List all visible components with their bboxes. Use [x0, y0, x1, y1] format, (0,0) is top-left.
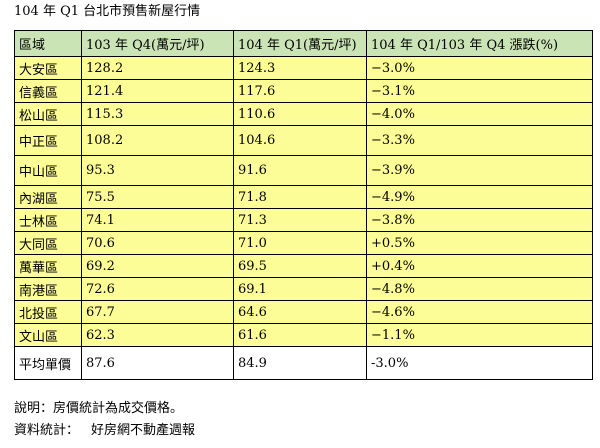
q1-104-cell: 71.0: [233, 231, 367, 255]
change-cell: +0.5%: [366, 231, 593, 255]
q1-104-cell: 124.3: [233, 56, 367, 80]
q1-104-cell: 110.6: [233, 102, 367, 126]
table-header-row: 區域 103 年 Q4(萬元/坪) 104 年 Q1(萬元/坪) 104 年 Q…: [14, 30, 593, 57]
district-cell: 大同區: [14, 231, 82, 255]
note-line: 說明：房價統計為成交價格。: [14, 398, 195, 420]
page-title: 104 年 Q1 台北市預售新屋行情: [14, 4, 201, 19]
change-cell: −3.8%: [366, 208, 593, 232]
header-change: 104 年 Q1/103 年 Q4 漲跌(%): [366, 30, 593, 57]
district-cell: 士林區: [14, 208, 82, 232]
source-line: 資料統計： 好房網不動產週報: [14, 420, 195, 442]
table-row: 松山區 115.3 110.6 −4.0%: [14, 102, 593, 126]
q4-103-cell: 62.3: [81, 323, 234, 347]
change-cell: −4.6%: [366, 300, 593, 324]
note-label: 說明：: [14, 401, 54, 416]
header-q1-104: 104 年 Q1(萬元/坪): [233, 30, 367, 57]
change-cell: −3.3%: [366, 125, 593, 156]
note-text: 房價統計為成交價格。: [53, 401, 184, 416]
district-cell: 內湖區: [14, 185, 82, 209]
district-cell: 萬華區: [14, 254, 82, 278]
q1-104-cell: 69.1: [233, 277, 367, 301]
q4-103-cell: 128.2: [81, 56, 234, 80]
table-row: 中正區 108.2 104.6 −3.3%: [14, 125, 593, 156]
q1-104-cell: 64.6: [233, 300, 367, 324]
q4-103-cell: 69.2: [81, 254, 234, 278]
header-q4-103: 103 年 Q4(萬元/坪): [81, 30, 234, 57]
header-district: 區域: [14, 30, 82, 57]
change-cell: −3.9%: [366, 155, 593, 186]
q1-104-cell: 69.5: [233, 254, 367, 278]
q4-103-cell: 72.6: [81, 277, 234, 301]
q1-104-cell: 91.6: [233, 155, 367, 186]
table-row: 士林區 74.1 71.3 −3.8%: [14, 208, 593, 232]
table-row: 大安區 128.2 124.3 −3.0%: [14, 56, 593, 80]
table-row: 北投區 67.7 64.6 −4.6%: [14, 300, 593, 324]
q1-104-cell: 117.6: [233, 79, 367, 103]
change-cell: +0.4%: [366, 254, 593, 278]
q1-104-cell: 61.6: [233, 323, 367, 347]
source-text: 好房網不動產週報: [91, 423, 196, 438]
change-cell: −4.0%: [366, 102, 593, 126]
q4-103-cell: 74.1: [81, 208, 234, 232]
q1-104-cell: 71.8: [233, 185, 367, 209]
change-cell: −3.0%: [366, 56, 593, 80]
district-cell: 大安區: [14, 56, 82, 80]
q4-103-cell: 115.3: [81, 102, 234, 126]
change-cell: −4.8%: [366, 277, 593, 301]
q4-103-cell: 108.2: [81, 125, 234, 156]
district-cell: 中山區: [14, 155, 82, 186]
district-cell: 信義區: [14, 79, 82, 103]
q4-103-cell: 67.7: [81, 300, 234, 324]
table-row: 文山區 62.3 61.6 −1.1%: [14, 323, 593, 347]
source-label: 資料統計：: [14, 423, 80, 438]
q1-104-cell: 71.3: [233, 208, 367, 232]
table-row: 南港區 72.6 69.1 −4.8%: [14, 277, 593, 301]
average-row: 平均單價 87.6 84.9 -3.0%: [14, 346, 593, 380]
q4-103-cell: 121.4: [81, 79, 234, 103]
price-table: 區域 103 年 Q4(萬元/坪) 104 年 Q1(萬元/坪) 104 年 Q…: [14, 30, 593, 380]
average-label-cell: 平均單價: [14, 346, 82, 380]
table-row: 中山區 95.3 91.6 −3.9%: [14, 155, 593, 186]
change-cell: −4.9%: [366, 185, 593, 209]
table-row: 萬華區 69.2 69.5 +0.4%: [14, 254, 593, 278]
change-cell: −1.1%: [366, 323, 593, 347]
table-row: 大同區 70.6 71.0 +0.5%: [14, 231, 593, 255]
district-cell: 南港區: [14, 277, 82, 301]
notes: 說明：房價統計為成交價格。 資料統計： 好房網不動產週報: [14, 398, 195, 442]
district-cell: 松山區: [14, 102, 82, 126]
q4-103-cell: 70.6: [81, 231, 234, 255]
change-cell: −3.1%: [366, 79, 593, 103]
district-cell: 中正區: [14, 125, 82, 156]
average-q1-104-cell: 84.9: [233, 346, 367, 380]
district-cell: 文山區: [14, 323, 82, 347]
district-cell: 北投區: [14, 300, 82, 324]
average-change-cell: -3.0%: [366, 346, 593, 380]
q1-104-cell: 104.6: [233, 125, 367, 156]
table-row: 信義區 121.4 117.6 −3.1%: [14, 79, 593, 103]
q4-103-cell: 95.3: [81, 155, 234, 186]
average-q4-103-cell: 87.6: [81, 346, 234, 380]
table-row: 內湖區 75.5 71.8 −4.9%: [14, 185, 593, 209]
q4-103-cell: 75.5: [81, 185, 234, 209]
